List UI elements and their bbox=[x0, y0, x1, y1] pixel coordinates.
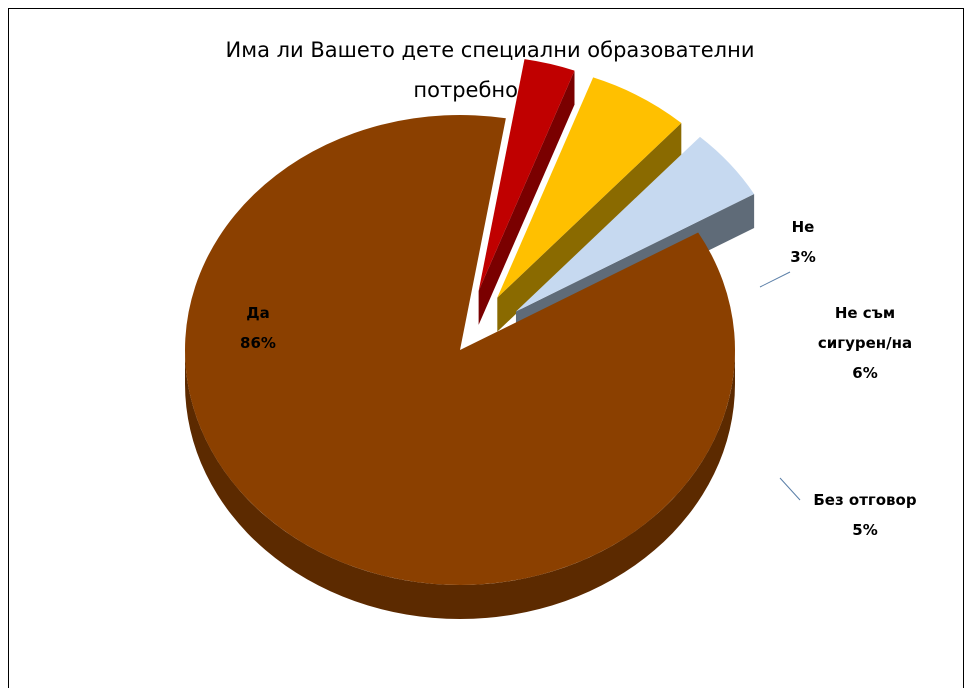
pie-slice-1 bbox=[478, 59, 575, 291]
slice-label-name-3: Без отговор bbox=[813, 491, 916, 509]
pie-tops bbox=[185, 59, 755, 585]
pie-slice-cut-2 bbox=[497, 123, 682, 332]
slice-label-name-2: сигурен/на bbox=[818, 334, 912, 352]
slice-label-value-3: 5% bbox=[852, 521, 877, 539]
slice-label-value-1: 3% bbox=[790, 248, 815, 266]
slice-label-name-1: Не bbox=[792, 218, 815, 236]
slice-label-name-2: Не съм bbox=[835, 304, 895, 322]
pie-slice-2 bbox=[497, 77, 682, 298]
pie-slice-3 bbox=[515, 136, 755, 312]
data-labels: Да 86% Не 3% Не съм сигурен/на 6% Без отговор 5% bbox=[240, 218, 917, 539]
slice-label-value-2: 6% bbox=[852, 364, 877, 382]
slice-label-value-0: 86% bbox=[240, 334, 276, 352]
leader-line-3 bbox=[779, 477, 801, 501]
leader-line-1 bbox=[759, 271, 791, 288]
chart-title-line-1: Има ли Вашето дете специални образовател… bbox=[225, 38, 755, 62]
pie-slice-cut-1 bbox=[478, 70, 575, 325]
slice-label-name-0: Да bbox=[246, 304, 269, 322]
leader-lines bbox=[759, 271, 801, 501]
pie-slice-0 bbox=[185, 114, 736, 585]
